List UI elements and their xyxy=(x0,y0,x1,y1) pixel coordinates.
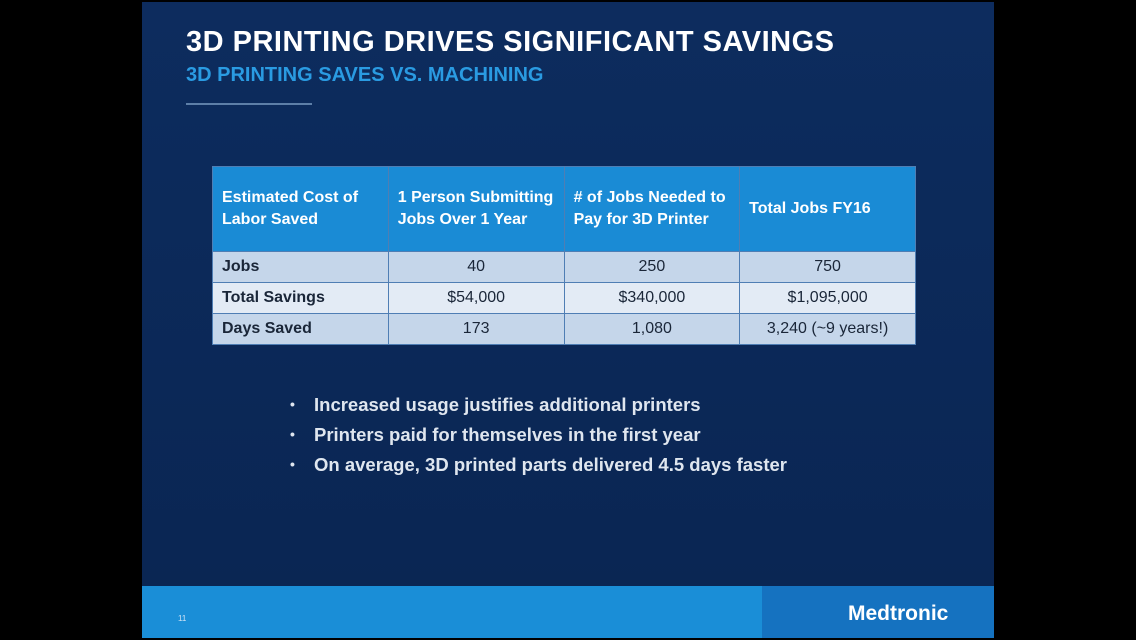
cell: 750 xyxy=(739,251,916,283)
cell: 1,080 xyxy=(563,313,741,345)
cell: $1,095,000 xyxy=(739,282,916,314)
subtitle: 3D PRINTING SAVES VS. MACHINING xyxy=(186,64,544,86)
bullet-list: Increased usage justifies additional pri… xyxy=(290,394,787,484)
header-cell: # of Jobs Needed to Pay for 3D Printer xyxy=(563,166,741,252)
bullet: On average, 3D printed parts delivered 4… xyxy=(290,454,787,484)
header-cell: Estimated Cost of Labor Saved xyxy=(212,166,389,252)
row: Days Saved 173 1,080 3,240 (~9 years!) xyxy=(212,313,916,345)
cell: 173 xyxy=(387,313,565,345)
cell: 250 xyxy=(563,251,741,283)
cell: $54,000 xyxy=(387,282,565,314)
header-cell: Total Jobs FY16 xyxy=(739,166,916,252)
title: 3D PRINTING DRIVES SIGNIFICANT SAVINGS xyxy=(186,26,835,58)
row: Jobs 40 250 750 xyxy=(212,251,916,283)
bullet: Printers paid for themselves in the firs… xyxy=(290,424,787,454)
header-row: Estimated Cost of Labor Saved 1 Person S… xyxy=(212,166,916,252)
logo: Medtronic xyxy=(848,602,949,625)
page-number: 11 xyxy=(178,614,187,623)
cell: 40 xyxy=(387,251,565,283)
bullet: Increased usage justifies additional pri… xyxy=(290,394,787,424)
row: Total Savings $54,000 $340,000 $1,095,00… xyxy=(212,282,916,314)
divider xyxy=(186,103,312,105)
footer-bar: 11 xyxy=(142,586,762,638)
footer-logo-bar: Medtronic xyxy=(762,586,994,638)
cell: 3,240 (~9 years!) xyxy=(739,313,916,345)
table: Estimated Cost of Labor Saved 1 Person S… xyxy=(212,166,916,345)
cell: $340,000 xyxy=(563,282,741,314)
slide: 3D PRINTING DRIVES SIGNIFICANT SAVINGS 3… xyxy=(142,2,994,638)
row-label: Days Saved xyxy=(212,313,389,345)
row-label: Jobs xyxy=(212,251,389,283)
row-label: Total Savings xyxy=(212,282,389,314)
header-cell: 1 Person Submitting Jobs Over 1 Year xyxy=(387,166,565,252)
